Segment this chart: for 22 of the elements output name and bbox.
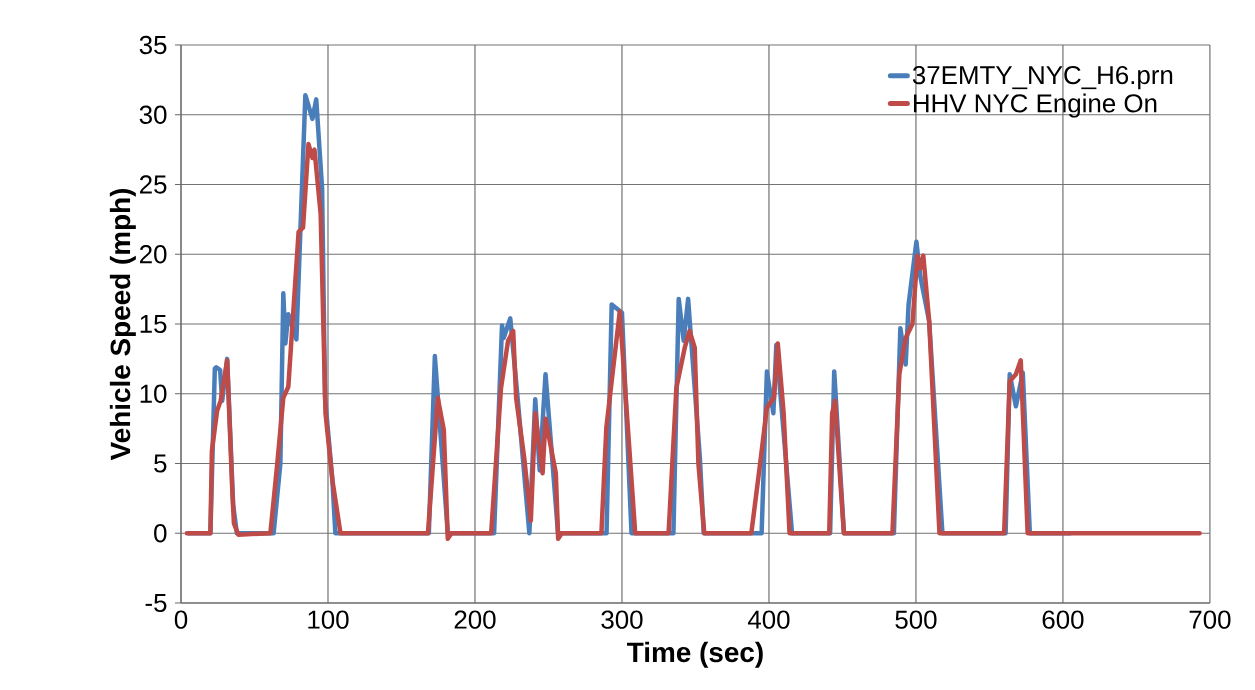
- y-tick-label: 0: [154, 524, 167, 543]
- y-tick-label: 30: [139, 105, 167, 124]
- x-tick-label: 700: [1189, 610, 1231, 629]
- x-tick-label: 400: [747, 610, 790, 629]
- x-tick-label: 300: [601, 610, 643, 629]
- line-series: [184, 141, 1202, 542]
- y-tick-label: 35: [139, 35, 167, 55]
- x-tick-label: 100: [308, 610, 349, 629]
- y-tick-label: 5: [154, 454, 167, 473]
- x-tick-label: 200: [454, 610, 496, 629]
- y-tick-label: 10: [140, 384, 167, 403]
- x-tick-label: 500: [895, 610, 937, 629]
- x-tick-label: 0: [174, 610, 188, 629]
- y-tick-label: 20: [139, 245, 167, 264]
- x-axis-title: Time (sec): [627, 641, 763, 668]
- y-axis-title: Vehicle Speed (mph): [109, 188, 136, 461]
- legend-label: HHV NYC Engine On: [913, 93, 1157, 118]
- x-tick-label: 600: [1042, 610, 1084, 629]
- legend-label: 37EMTY_NYC_H6.prn: [912, 65, 1173, 90]
- y-tick-label: 25: [139, 175, 167, 194]
- y-tick-label: -5: [145, 593, 167, 613]
- y-tick-label: 15: [140, 314, 167, 334]
